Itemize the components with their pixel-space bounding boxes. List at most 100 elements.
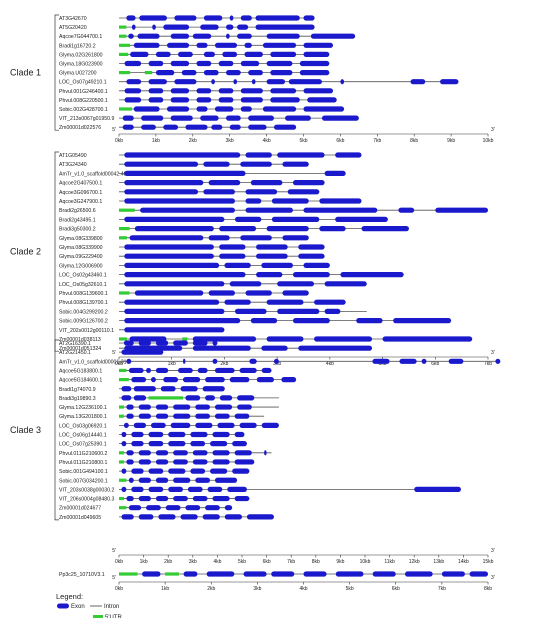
- exon-block: [240, 97, 263, 103]
- exon-block: [123, 422, 129, 428]
- exon-block: [208, 235, 230, 241]
- gene-label: Aqcoe2G407500.1: [59, 181, 102, 187]
- exon-block: [319, 198, 362, 204]
- exon-block: [129, 336, 167, 342]
- exon-block: [202, 386, 225, 392]
- exon-block: [314, 299, 346, 305]
- exon-block: [126, 495, 134, 502]
- exon-block: [155, 70, 175, 76]
- five-prime-label: 5': [112, 127, 116, 133]
- exon-block: [190, 468, 206, 474]
- gene-label: Glyma.18G023900: [59, 62, 103, 68]
- exon-block: [303, 51, 330, 57]
- exon-block: [212, 459, 230, 465]
- exon-block: [158, 514, 176, 520]
- utr-segment: [119, 337, 127, 341]
- exon-block: [266, 299, 304, 305]
- exon-block: [155, 367, 169, 374]
- exon-block: [281, 377, 297, 383]
- exon-block: [195, 422, 213, 428]
- gene-label: Phvul.008G139600.1: [59, 291, 108, 297]
- utr-segment: [119, 405, 124, 409]
- exon-block: [335, 571, 364, 577]
- exon-block: [133, 422, 147, 428]
- utr-segment: [119, 506, 127, 510]
- exon-block: [356, 318, 383, 324]
- exon-block: [148, 97, 164, 103]
- exon-block: [277, 308, 320, 314]
- exon-block: [219, 253, 246, 259]
- exon-block: [152, 24, 156, 30]
- gene-label: Pp3c25_10710V3.1: [59, 572, 105, 578]
- exon-block: [232, 441, 247, 447]
- exon-block: [124, 189, 199, 195]
- exon-block: [203, 161, 230, 167]
- exon-block: [219, 395, 233, 401]
- exon-block: [124, 272, 246, 278]
- exon-block: [129, 235, 204, 241]
- utr-segment: [119, 208, 135, 212]
- exon-block: [319, 226, 346, 232]
- exon-block: [299, 70, 330, 76]
- exon-block: [393, 318, 452, 324]
- exon-block: [190, 431, 208, 438]
- gene-label: Glyma.13G201800.1: [59, 414, 107, 420]
- exon-block: [270, 88, 297, 94]
- utr-segment: [119, 236, 127, 240]
- exon-block: [138, 514, 154, 520]
- clade-label: Clade 1: [10, 68, 41, 78]
- exon-block: [240, 161, 272, 167]
- exon-block: [121, 395, 132, 401]
- exon-block: [141, 124, 156, 130]
- gene-label: Aqcoe7G044700.1: [59, 34, 102, 40]
- exon-block: [155, 459, 169, 465]
- exon-block: [234, 431, 245, 438]
- exon-block: [239, 422, 257, 428]
- exon-block: [122, 115, 134, 121]
- exon-block: [205, 395, 215, 401]
- exon-block: [208, 290, 235, 296]
- exon-block: [155, 477, 169, 483]
- gene-label: Zm00001d049605: [59, 515, 101, 521]
- exon-block: [211, 124, 223, 130]
- utr-segment: [182, 337, 188, 341]
- axis-tick-label: 5kb: [379, 361, 387, 367]
- gene-label: Sobic.009G126700.2: [59, 319, 108, 325]
- three-prime-label: 3': [491, 350, 495, 356]
- exon-block: [192, 459, 208, 465]
- exon-block: [266, 33, 300, 39]
- exon-block: [214, 106, 234, 112]
- exon-block: [170, 422, 191, 428]
- exon-block: [137, 33, 160, 39]
- utr-segment: [119, 414, 124, 418]
- exon-block: [138, 340, 151, 346]
- gene-label: Phvul.011G210600.2: [59, 451, 107, 457]
- exon-block: [303, 207, 378, 213]
- exon-block: [303, 571, 327, 577]
- gene-label: Glyma.02G261800: [59, 52, 103, 58]
- exon-block: [440, 79, 459, 85]
- exon-block: [203, 15, 223, 21]
- exon-block: [128, 477, 134, 483]
- exon-block: [196, 88, 212, 94]
- exon-block: [187, 486, 203, 492]
- exon-block: [234, 308, 267, 314]
- gene-label: LOC_Os05g32610.1: [59, 282, 107, 288]
- axis-tick-label: 1kb: [161, 586, 169, 592]
- utr-segment: [119, 478, 127, 482]
- exon-block: [124, 281, 225, 287]
- exon-block: [170, 33, 190, 39]
- utr-segment: [148, 396, 183, 400]
- utr-segment: [119, 291, 130, 295]
- exon-block: [124, 161, 199, 167]
- exon-block: [192, 340, 208, 346]
- exon-block: [182, 377, 201, 383]
- exon-block: [250, 318, 278, 324]
- axis-tick-label: 6kb: [336, 138, 344, 144]
- exon-block: [256, 272, 283, 278]
- exon-block: [192, 345, 251, 351]
- exon-block: [310, 33, 356, 39]
- exon-block: [282, 161, 309, 167]
- three-prime-label: 3': [491, 548, 495, 554]
- exon-block: [271, 571, 295, 577]
